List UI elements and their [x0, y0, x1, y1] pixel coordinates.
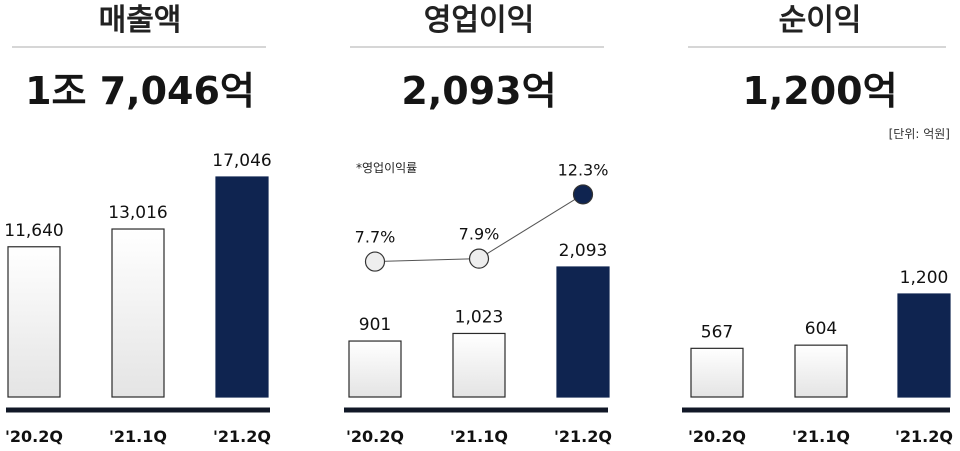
margin-marker [364, 251, 386, 272]
x-tick-label: '21.2Q [213, 427, 271, 446]
x-tick-label: '21.2Q [554, 427, 612, 446]
chart-panel-2: 영업이익 2,093억 901 '20.2Q 1,023 '21.1Q 2,093 '21.2… [344, 3, 612, 446]
bar-value-label: 11,640 [4, 221, 63, 241]
bar-211Q [111, 228, 165, 398]
x-tick-label: '21.1Q [109, 427, 167, 446]
bar-value-label: 604 [805, 319, 837, 339]
panel-title: 순이익 [779, 3, 862, 38]
margin-series-name: *영업이익률 [356, 161, 417, 175]
bar-211Q [452, 332, 506, 398]
bar-value-label: 13,016 [108, 203, 167, 223]
x-tick-label: '21.1Q [450, 427, 508, 446]
panel-title: 매출액 [99, 3, 182, 38]
bar-value-label: 567 [701, 322, 733, 342]
margin-marker [468, 248, 490, 269]
headline-value: 2,093억 [401, 69, 556, 113]
x-tick-label: '20.2Q [5, 427, 63, 446]
bar-value-label: 901 [359, 315, 391, 335]
x-tick-label: '20.2Q [346, 427, 404, 446]
headline-value: 1조 7,046억 [25, 69, 255, 113]
x-tick-label: '21.1Q [792, 427, 850, 446]
margin-value-label: 7.9% [459, 225, 500, 244]
bar-value-label: 2,093 [559, 241, 608, 261]
bar-202Q [7, 246, 61, 398]
bar-211Q [794, 344, 848, 398]
x-tick-label: '21.2Q [895, 427, 953, 446]
chart-panel-3: 순이익 1,200억 567 '20.2Q 604 '21.1Q 1,200 '21.2Q [682, 3, 953, 446]
panel-title: 영업이익 [424, 3, 534, 38]
bar-212Q [556, 266, 610, 398]
bar-202Q [690, 347, 744, 398]
chart-panel-1: 매출액 1조 7,046억 11,640 '20.2Q 13,016 '21.1Q 17,0… [4, 3, 271, 446]
margin-value-label: 12.3% [558, 160, 609, 179]
bar-value-label: 1,200 [900, 268, 949, 288]
bar-212Q [215, 176, 269, 398]
margin-marker [572, 184, 594, 205]
bar-value-label: 17,046 [212, 151, 271, 171]
margin-value-label: 7.7% [355, 228, 396, 247]
bar-value-label: 1,023 [455, 307, 504, 327]
bar-212Q [897, 293, 951, 398]
bar-202Q [348, 340, 402, 398]
headline-value: 1,200억 [742, 69, 897, 113]
x-tick-label: '20.2Q [688, 427, 746, 446]
unit-note: [단위: 억원] [889, 127, 950, 141]
